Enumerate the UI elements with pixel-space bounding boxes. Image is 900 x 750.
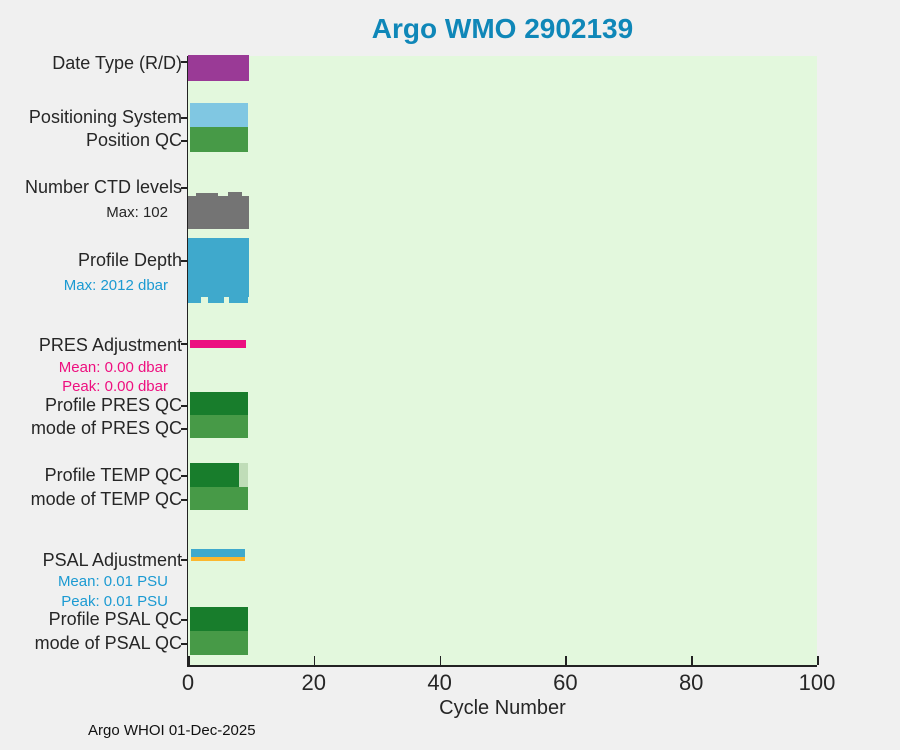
row-label-positioning-system: Positioning System [28,106,182,127]
x-axis-label: Cycle Number [439,697,566,719]
bar-mode-temp-qc-0 [189,487,249,510]
y-tick-profile-psal-qc [181,619,187,621]
bar-positioning-system-0 [189,103,249,127]
row-label-mode-psal-qc: mode of PSAL QC [34,632,182,653]
row-label-psal-adjustment: PSAL Adjustment [42,549,182,570]
y-tick-mode-temp-qc [181,499,187,501]
bar-profile-depth-2 [208,297,224,303]
x-tick-label-40: 40 [427,670,452,695]
row-label-pres-adjustment: PRES Adjustment [38,334,182,355]
bar-mode-pres-qc-0 [189,415,249,438]
x-tick-20 [313,656,316,665]
bar-date-type-0 [188,55,249,81]
y-tick-number-ctd-levels [181,187,187,189]
y-tick-profile-pres-qc [181,405,187,407]
row-annotation-psal-adjustment-0: Mean: 0.01 PSU [57,573,168,590]
y-tick-profile-depth [181,260,187,262]
y-tick-position-qc [181,140,187,142]
row-label-mode-temp-qc: mode of TEMP QC [30,488,182,509]
x-tick-40 [439,656,442,665]
bar-number-ctd-levels-0 [188,196,249,229]
row-label-profile-temp-qc: Profile TEMP QC [44,464,182,485]
x-tick-label-20: 20 [301,670,327,695]
x-tick-60 [565,656,567,665]
row-label-profile-depth: Profile Depth [77,249,182,270]
row-label-number-ctd-levels: Number CTD levels [24,176,182,197]
row-label-position-qc: Position QC [85,129,182,150]
bar-number-ctd-levels-1 [196,193,219,196]
bar-pres-adjustment-0 [189,340,246,348]
row-label-profile-psal-qc: Profile PSAL QC [48,608,182,629]
y-tick-psal-adjustment [181,559,187,561]
bar-position-qc-0 [189,127,249,152]
x-tick-label-0: 0 [181,670,195,695]
row-annotation-psal-adjustment-1: Peak: 0.01 PSU [61,593,168,610]
bar-psal-adjustment-0 [191,549,245,557]
bar-profile-depth-1 [188,297,202,303]
bar-mode-psal-qc-0 [189,631,249,655]
y-tick-pres-adjustment [181,343,187,345]
bar-profile-temp-qc-1 [238,463,248,487]
row-annotation-pres-adjustment-1: Peak: 0.00 dbar [62,378,168,395]
x-tick-80 [691,656,693,665]
y-tick-profile-temp-qc [181,475,187,477]
x-tick-100 [817,656,819,665]
plot-area [188,56,817,665]
x-tick-label-60: 60 [553,670,578,695]
y-axis-spine [186,56,188,665]
bar-profile-depth-3 [228,297,248,303]
row-label-mode-pres-qc: mode of PRES QC [30,417,182,438]
chart-title: Argo WMO 2902139 [371,13,634,44]
y-tick-date-type [181,61,187,63]
row-annotation-profile-depth-0: Max: 2012 dbar [63,277,168,294]
footer-text: Argo WHOI 01-Dec-2025 [88,722,256,739]
bar-psal-adjustment-1 [191,557,245,561]
y-tick-mode-psal-qc [181,643,187,645]
x-axis-spine [186,665,817,667]
x-tick-label-80: 80 [678,670,704,695]
row-annotation-number-ctd-levels-0: Max: 102 [106,204,168,221]
row-annotation-pres-adjustment-0: Mean: 0.00 dbar [58,359,168,376]
y-tick-positioning-system [181,117,187,119]
x-tick-label-100: 100 [798,670,836,695]
y-tick-mode-pres-qc [181,428,187,430]
row-label-profile-pres-qc: Profile PRES QC [44,394,182,415]
bar-profile-temp-qc-0 [189,463,239,487]
bar-number-ctd-levels-2 [227,192,243,196]
bar-profile-depth-0 [188,238,249,297]
row-label-date-type: Date Type (R/D) [52,52,182,73]
bar-profile-psal-qc-0 [189,607,249,631]
x-tick-0 [188,656,190,665]
bar-profile-pres-qc-0 [189,392,249,415]
